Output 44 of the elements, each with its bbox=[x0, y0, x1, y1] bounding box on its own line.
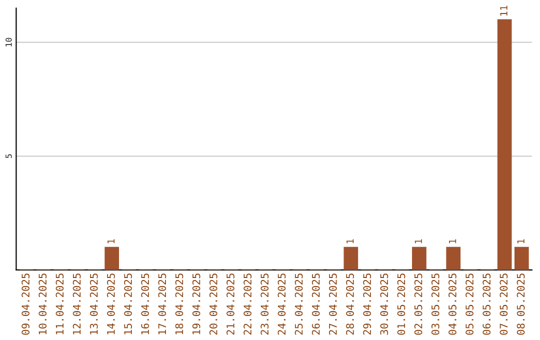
x-tick-label: 30.04.2025 bbox=[380, 274, 388, 335]
x-tick-label: 09.04.2025 bbox=[22, 274, 30, 335]
x-tick-label: 05.05.2025 bbox=[466, 274, 474, 335]
bar bbox=[412, 246, 426, 270]
bar bbox=[446, 246, 461, 270]
bar bbox=[344, 246, 358, 270]
x-tick-label: 03.05.2025 bbox=[431, 274, 440, 335]
x-tick-label: 08.05.2025 bbox=[516, 274, 525, 335]
bar bbox=[497, 19, 512, 270]
data-label: 11 bbox=[500, 6, 508, 16]
x-tick-label: 21.04.2025 bbox=[226, 274, 234, 335]
y-tick-label: 10 bbox=[6, 38, 12, 46]
x-tick-label: 20.04.2025 bbox=[209, 274, 218, 335]
x-tick-label: 25.04.2025 bbox=[294, 274, 303, 335]
x-tick-label: 07.05.2025 bbox=[500, 274, 508, 335]
x-tick-label: 06.05.2025 bbox=[482, 274, 491, 335]
x-tick-label: 26.04.2025 bbox=[312, 274, 320, 335]
data-label: 1 bbox=[346, 239, 354, 244]
data-label: 1 bbox=[414, 239, 422, 244]
x-tick-label: 02.05.2025 bbox=[414, 274, 422, 335]
x-tick-label: 04.05.2025 bbox=[448, 274, 456, 335]
bar bbox=[514, 246, 529, 270]
bar bbox=[104, 246, 120, 270]
x-tick-label: 29.04.2025 bbox=[363, 274, 372, 335]
x-tick-label: 15.04.2025 bbox=[124, 274, 132, 334]
x-tick-label: 28.04.2025 bbox=[346, 274, 354, 335]
x-tick-label: 12.04.2025 bbox=[72, 274, 81, 334]
x-tick-label: 24.04.2025 bbox=[278, 274, 286, 335]
x-tick-label: 11.04.2025 bbox=[56, 274, 64, 334]
data-label: 1 bbox=[517, 239, 524, 244]
data-label: 1 bbox=[107, 239, 115, 244]
x-tick-label: 14.04.2025 bbox=[106, 274, 115, 334]
x-tick-label: 17.04.2025 bbox=[158, 274, 166, 334]
x-tick-label: 18.04.2025 bbox=[175, 274, 184, 334]
x-tick-label: 19.04.2025 bbox=[192, 274, 200, 334]
x-tick-label: 10.04.2025 bbox=[38, 274, 47, 334]
x-tick-label: 23.04.2025 bbox=[260, 274, 269, 335]
x-tick-label: 27.04.2025 bbox=[328, 274, 337, 335]
x-tick-label: 13.04.2025 bbox=[90, 274, 98, 334]
y-tick-label: 5 bbox=[6, 154, 12, 158]
x-tick-label: 16.04.2025 bbox=[141, 274, 150, 334]
x-tick-label: 01.05.2025 bbox=[397, 274, 406, 335]
x-tick-label: 22.04.2025 bbox=[244, 274, 252, 335]
data-label: 1 bbox=[448, 239, 456, 244]
